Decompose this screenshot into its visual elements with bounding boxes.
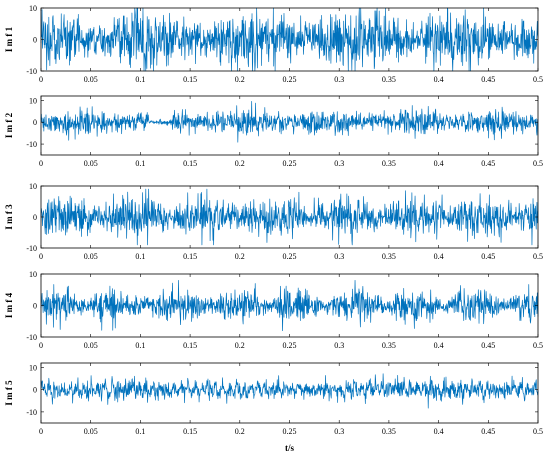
imf-2-xtick-label: 0.05 xyxy=(84,159,98,168)
imf-3-xtick-label: 0.35 xyxy=(382,252,396,261)
imf-4-xtick-label: 0.25 xyxy=(283,341,297,350)
imf-3-signal xyxy=(40,188,539,246)
imf-1-ytick-label: 0 xyxy=(33,36,37,45)
imf-3-xtick-label: 0.45 xyxy=(481,252,495,261)
imf-1-xtick-label: 0.5 xyxy=(533,75,543,84)
imf-3-xtick-label: 0.15 xyxy=(183,252,197,261)
imf-2-ytick-label: 0 xyxy=(33,118,37,127)
imf-4-xtick-label: 0.1 xyxy=(135,341,145,350)
imf-1-ylabel: I m f 1 xyxy=(4,26,14,52)
imf-2-xtick-label: 0.4 xyxy=(434,159,444,168)
imf-3-ytick-label: -10 xyxy=(26,244,37,253)
imf-panel-4: 0 0.05 0.1 0.15 0.2 0.25 0.3 0.35 0.4 0.45 0.5100-… xyxy=(4,270,543,350)
imf-2-xtick-label: 0.35 xyxy=(382,159,396,168)
imf-5-signal xyxy=(40,373,539,409)
imf-1-xtick-label: 0.4 xyxy=(434,75,444,84)
imf-1-xtick-label: 0.15 xyxy=(183,75,197,84)
imf-4-xtick-label: 0.2 xyxy=(235,341,245,350)
imf-2-xtick-label: 0.3 xyxy=(334,159,344,168)
imf-4-xtick-label: 0.3 xyxy=(334,341,344,350)
imf-4-xtick-label: 0 xyxy=(39,341,43,350)
imf-panel-3: 0 0.05 0.1 0.15 0.2 0.25 0.3 0.35 0.4 0.45 0.5100-… xyxy=(4,182,543,261)
imf-1-ytick-label: -10 xyxy=(26,67,37,76)
imf-3-xtick-label: 0.1 xyxy=(135,252,145,261)
imf-1-xtick-label: 0.2 xyxy=(235,75,245,84)
imf-4-signal xyxy=(40,279,539,332)
imf-1-xtick-label: 0.45 xyxy=(481,75,495,84)
imf-3-ylabel: I m f 3 xyxy=(4,204,14,230)
imf-1-signal xyxy=(40,7,539,72)
imf-2-xtick-label: 0.1 xyxy=(135,159,145,168)
imf-4-xtick-label: 0.45 xyxy=(481,341,495,350)
imf-5-xtick-label: 0.05 xyxy=(84,427,98,436)
imf-3-ytick-label: 0 xyxy=(33,213,37,222)
imf-panel-2: 0 0.05 0.1 0.15 0.2 0.25 0.3 0.35 0.4 0.45 0.5 10 0 -… xyxy=(4,95,543,168)
imf-4-xtick-label: 0.4 xyxy=(434,341,444,350)
imf-2-ytick-label: 10 xyxy=(29,96,37,105)
imf-4-xtick-label: 0.35 xyxy=(382,341,396,350)
imf-3-xtick-label: 0.3 xyxy=(334,252,344,261)
imf-3-xtick-label: 0 xyxy=(39,252,43,261)
imf-5-xtick-label: 0.25 xyxy=(283,427,297,436)
imf-2-ylabel: I m f 2 xyxy=(4,112,14,138)
imf-5-xtick-label: 0.3 xyxy=(334,427,344,436)
imf-5-xtick-label: 0.1 xyxy=(135,427,145,436)
imf-5-ytick-label: -10 xyxy=(26,408,37,417)
imf-5-xtick-label: 0.45 xyxy=(481,427,495,436)
imf-5-xtick-label: 0.35 xyxy=(382,427,396,436)
imf-2-ytick-label: -10 xyxy=(26,140,37,149)
imf-5-ytick-label: 10 xyxy=(29,363,37,372)
imf-2-xtick-label: 0 xyxy=(39,159,43,168)
imf-2-signal xyxy=(40,101,539,143)
imf-1-xtick-label: 0.05 xyxy=(84,75,98,84)
imf-1-ytick-label: 10 xyxy=(29,4,37,13)
x-axis-label: t/s xyxy=(285,443,294,453)
imf-1-xtick-label: 0.35 xyxy=(382,75,396,84)
imf-5-xtick-label: 0.2 xyxy=(235,427,245,436)
imf-3-xtick-label: 0.5 xyxy=(533,252,543,261)
imf-4-xtick-label: 0.15 xyxy=(183,341,197,350)
imf-4-ytick-label: -10 xyxy=(26,333,37,342)
imf-5-xtick-label: 0.5 xyxy=(533,427,543,436)
imf-4-ytick-label: 10 xyxy=(29,270,37,279)
imf-1-xtick-label: 0.25 xyxy=(283,75,297,84)
imf-panel-1: 0 0.05 0.1 0.15 0.2 0.25 0.3 0.35 0.4 0.45 0.5100-… xyxy=(4,4,543,84)
imf-2-xtick-label: 0.25 xyxy=(283,159,297,168)
imf-4-xtick-label: 0.05 xyxy=(84,341,98,350)
imf-1-xtick-label: 0 xyxy=(39,75,43,84)
imf-1-xtick-label: 0.3 xyxy=(334,75,344,84)
imf-3-xtick-label: 0.25 xyxy=(283,252,297,261)
imf-3-xtick-label: 0.4 xyxy=(434,252,444,261)
imf-2-xtick-label: 0.5 xyxy=(533,159,543,168)
imf-4-ytick-label: 0 xyxy=(33,302,37,311)
imf-2-xtick-label: 0.2 xyxy=(235,159,245,168)
imf-5-xtick-label: 0.4 xyxy=(434,427,444,436)
imf-4-ylabel: I m f 4 xyxy=(4,292,14,318)
imf-panel-5: 0 0.05 0.1 0.15 0.2 0.25 0.3 0.35 0.4 0.45 0.5 10 0 -… xyxy=(4,362,543,453)
imf-3-xtick-label: 0.05 xyxy=(84,252,98,261)
imf-5-ytick-label: 0 xyxy=(33,386,37,395)
imf-1-xtick-label: 0.1 xyxy=(135,75,145,84)
imf-5-ylabel: I m f 5 xyxy=(4,380,14,406)
imf-3-ytick-label: 10 xyxy=(29,182,37,191)
imf-2-xtick-label: 0.15 xyxy=(183,159,197,168)
imf-3-xtick-label: 0.2 xyxy=(235,252,245,261)
imf-5-xtick-label: 0.15 xyxy=(183,427,197,436)
imf-4-xtick-label: 0.5 xyxy=(533,341,543,350)
imf-2-xtick-label: 0.45 xyxy=(481,159,495,168)
imf-5-xtick-label: 0 xyxy=(39,427,43,436)
